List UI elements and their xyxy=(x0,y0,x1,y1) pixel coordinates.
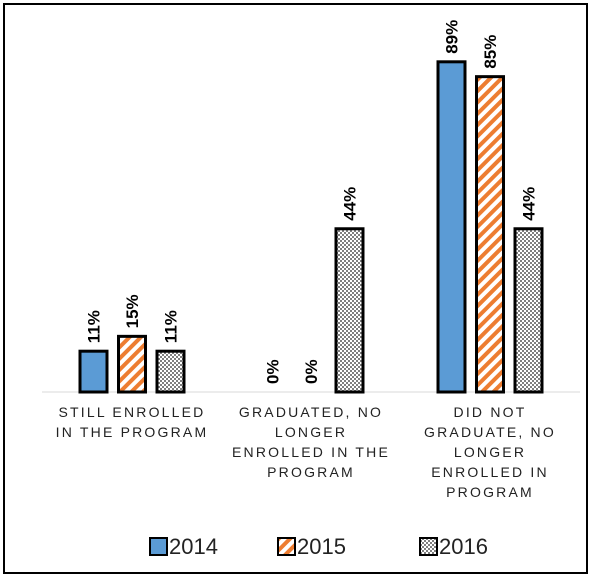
legend-swatch xyxy=(419,537,438,556)
x-tick-label: STILL ENROLLED IN THE PROGRAM xyxy=(55,404,209,440)
value-label: 11% xyxy=(162,310,181,343)
legend-label: 2015 xyxy=(297,534,346,559)
value-label: 85% xyxy=(481,35,500,69)
bar xyxy=(155,349,186,394)
chart-border xyxy=(3,3,588,574)
bar xyxy=(78,349,109,394)
value-label: 11% xyxy=(85,310,104,343)
value-label: 89% xyxy=(443,20,462,54)
bar xyxy=(475,75,505,394)
bar xyxy=(436,60,467,394)
value-label: 0% xyxy=(302,359,321,384)
bar xyxy=(117,334,147,394)
x-tick-label: GRADUATED, NO LONGER ENROLLED IN THE PRO… xyxy=(232,404,390,480)
bar xyxy=(513,227,544,394)
legend-label: 2014 xyxy=(169,534,218,559)
value-label: 0% xyxy=(264,359,283,384)
value-label: 15% xyxy=(123,294,142,328)
legend-swatch xyxy=(277,537,296,556)
value-label: 44% xyxy=(520,187,539,221)
legend-swatch xyxy=(149,537,168,556)
bar xyxy=(334,227,365,394)
legend-label: 2016 xyxy=(439,534,488,559)
x-tick-label: DID NOT GRADUATE, NO LONGER ENROLLED IN … xyxy=(424,404,556,500)
value-label: 44% xyxy=(341,187,360,221)
